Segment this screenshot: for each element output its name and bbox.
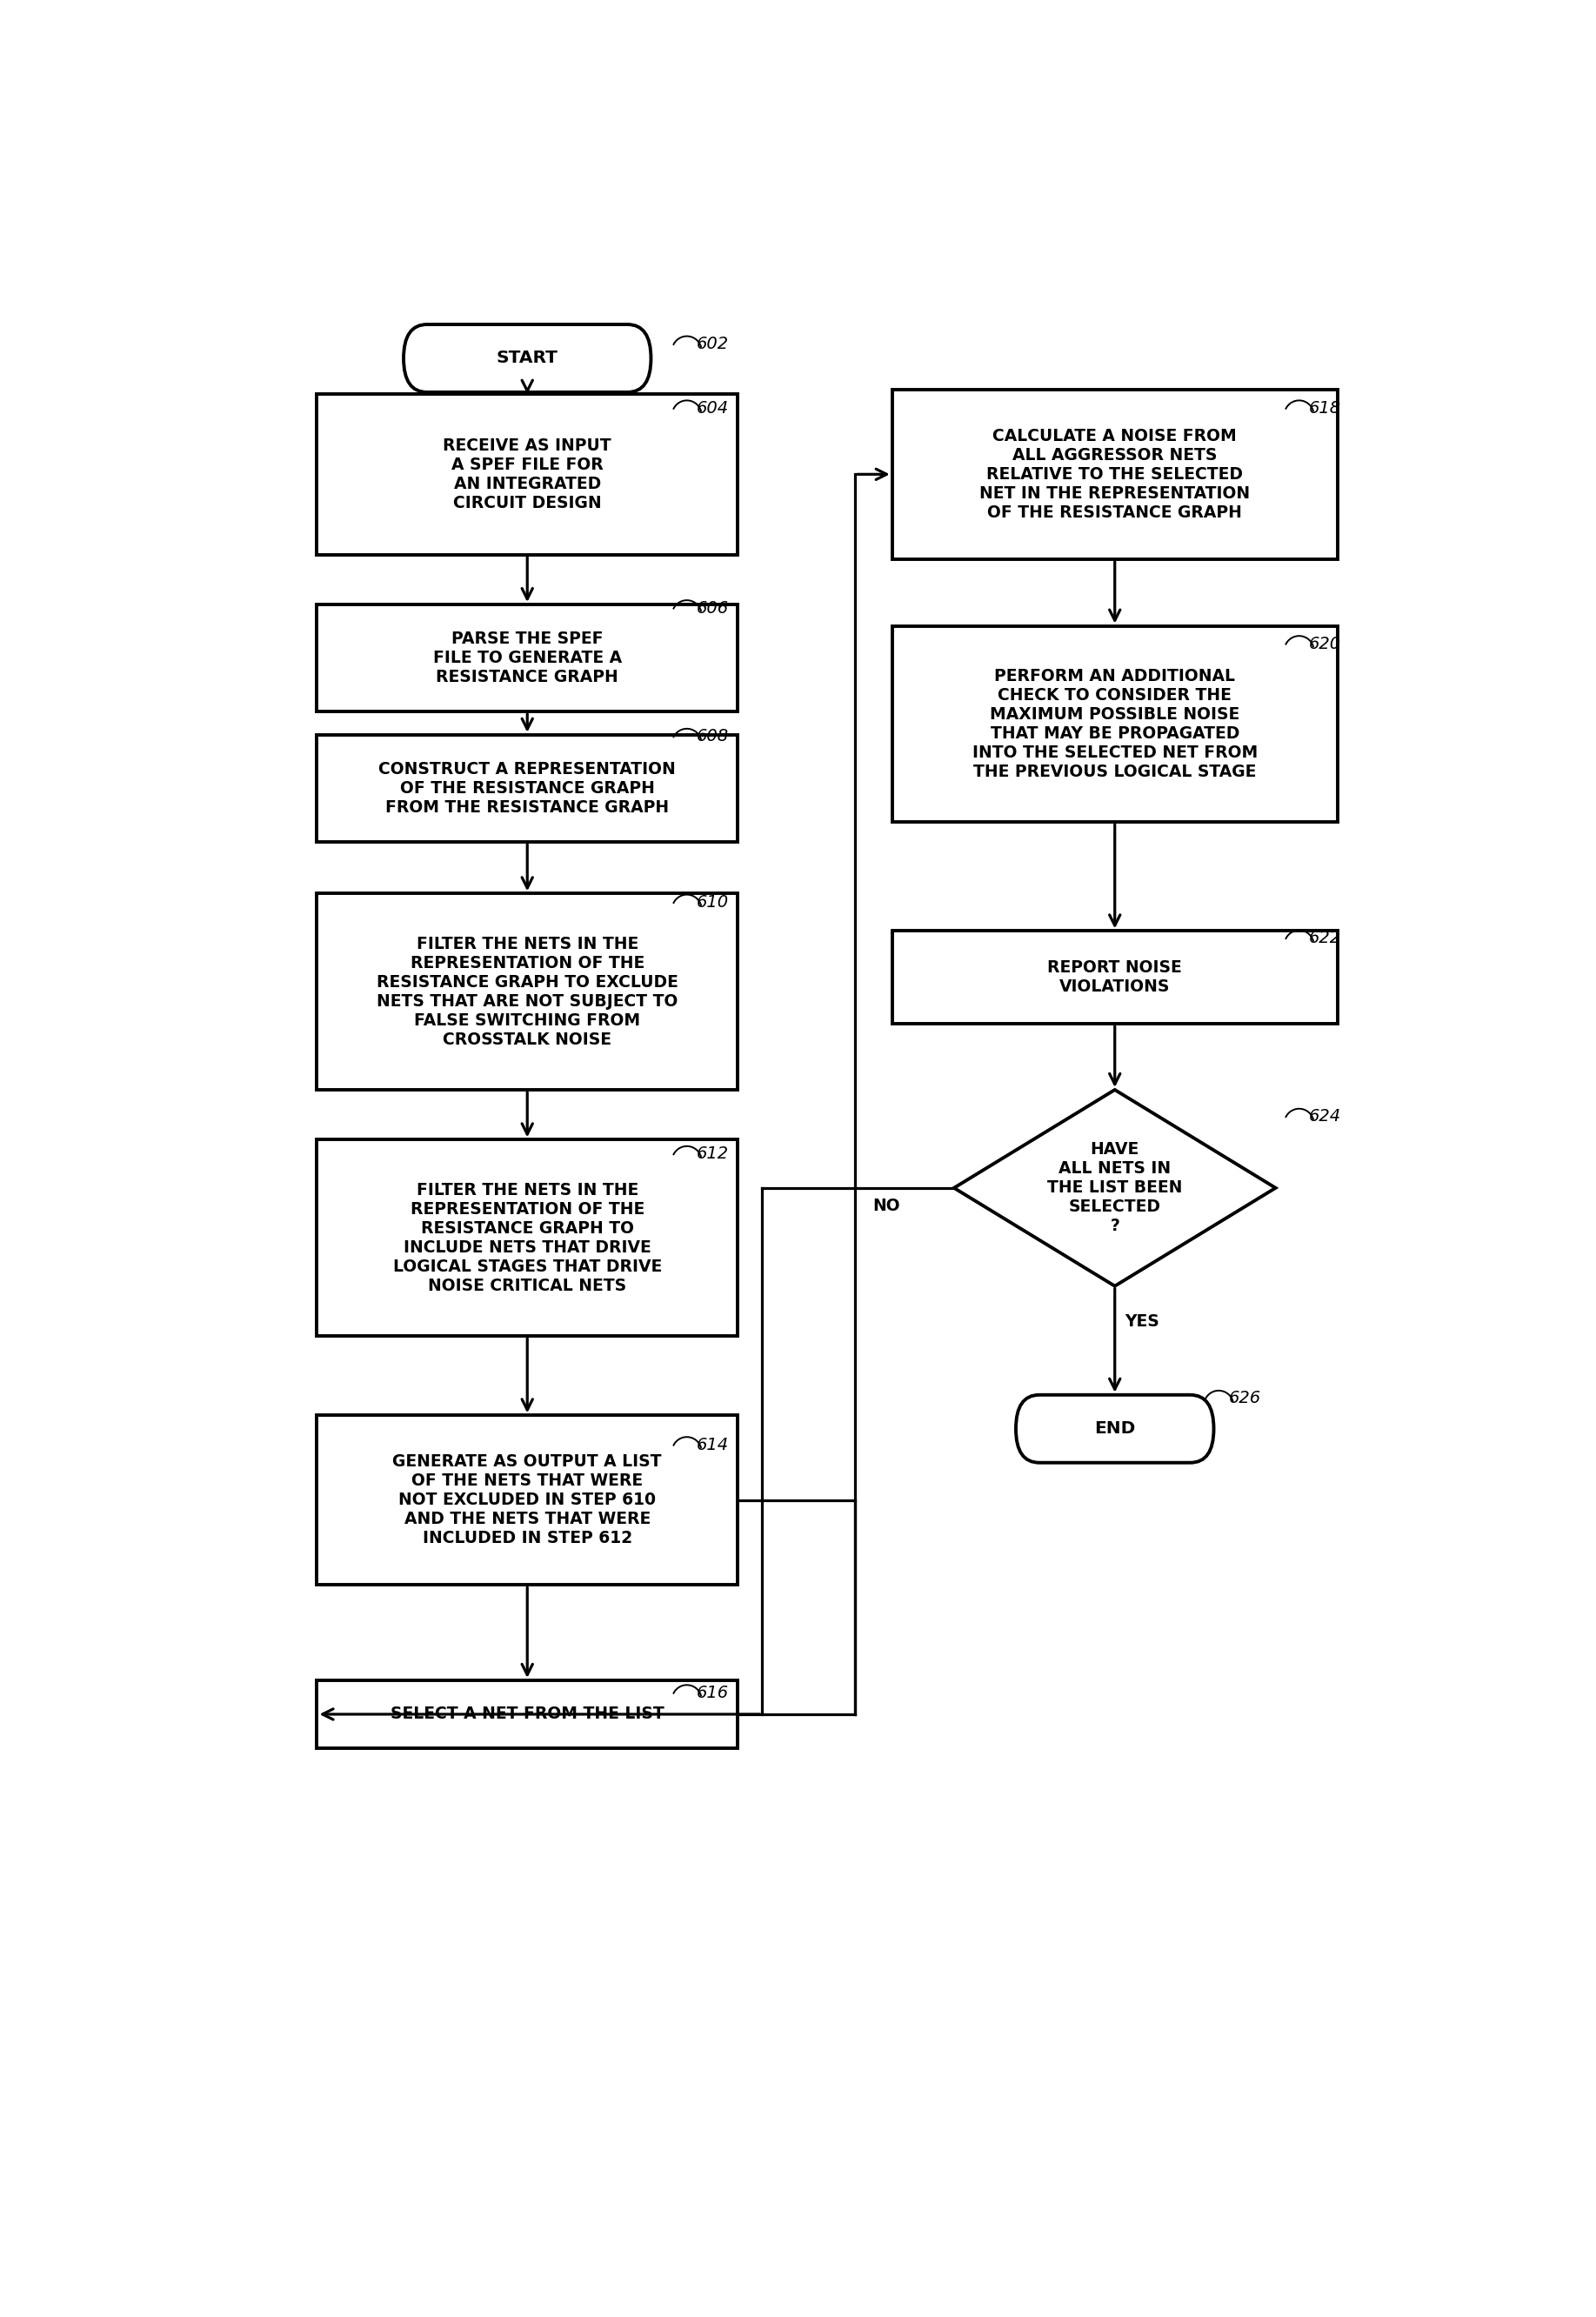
- Text: CALCULATE A NOISE FROM
ALL AGGRESSOR NETS
RELATIVE TO THE SELECTED
NET IN THE RE: CALCULATE A NOISE FROM ALL AGGRESSOR NET…: [980, 429, 1250, 521]
- Text: FILTER THE NETS IN THE
REPRESENTATION OF THE
RESISTANCE GRAPH TO EXCLUDE
NETS TH: FILTER THE NETS IN THE REPRESENTATION OF…: [377, 936, 678, 1047]
- Text: FILTER THE NETS IN THE
REPRESENTATION OF THE
RESISTANCE GRAPH TO
INCLUDE NETS TH: FILTER THE NETS IN THE REPRESENTATION OF…: [393, 1182, 662, 1293]
- Text: 604: 604: [697, 401, 729, 417]
- Text: REPORT NOISE
VIOLATIONS: REPORT NOISE VIOLATIONS: [1047, 959, 1183, 996]
- Text: 612: 612: [697, 1147, 729, 1163]
- Text: GENERATE AS OUTPUT A LIST
OF THE NETS THAT WERE
NOT EXCLUDED IN STEP 610
AND THE: GENERATE AS OUTPUT A LIST OF THE NETS TH…: [393, 1453, 662, 1548]
- Text: 618: 618: [1309, 401, 1341, 417]
- Bar: [318, 394, 737, 554]
- Text: NO: NO: [873, 1198, 900, 1214]
- Bar: [892, 931, 1337, 1024]
- Text: 614: 614: [697, 1437, 729, 1453]
- Text: START: START: [496, 350, 559, 366]
- FancyBboxPatch shape: [404, 324, 651, 392]
- Bar: [318, 894, 737, 1089]
- Bar: [318, 1140, 737, 1337]
- Text: 620: 620: [1309, 635, 1341, 651]
- Text: 616: 616: [697, 1684, 729, 1701]
- Bar: [318, 1680, 737, 1747]
- Text: HAVE
ALL NETS IN
THE LIST BEEN
SELECTED
?: HAVE ALL NETS IN THE LIST BEEN SELECTED …: [1047, 1142, 1183, 1235]
- Text: 602: 602: [697, 336, 729, 352]
- Text: YES: YES: [1125, 1314, 1159, 1330]
- Text: 606: 606: [697, 600, 729, 616]
- Polygon shape: [954, 1089, 1275, 1286]
- Bar: [892, 626, 1337, 823]
- Bar: [318, 605, 737, 711]
- Text: CONSTRUCT A REPRESENTATION
OF THE RESISTANCE GRAPH
FROM THE RESISTANCE GRAPH: CONSTRUCT A REPRESENTATION OF THE RESIST…: [378, 760, 675, 816]
- Text: SELECT A NET FROM THE LIST: SELECT A NET FROM THE LIST: [391, 1705, 664, 1722]
- Bar: [318, 734, 737, 841]
- Bar: [892, 389, 1337, 558]
- FancyBboxPatch shape: [1015, 1395, 1215, 1462]
- Bar: [318, 1416, 737, 1585]
- Text: 624: 624: [1309, 1108, 1341, 1124]
- Text: 622: 622: [1309, 929, 1341, 945]
- Text: 626: 626: [1229, 1390, 1261, 1406]
- Text: PERFORM AN ADDITIONAL
CHECK TO CONSIDER THE
MAXIMUM POSSIBLE NOISE
THAT MAY BE P: PERFORM AN ADDITIONAL CHECK TO CONSIDER …: [972, 667, 1258, 781]
- Text: PARSE THE SPEF
FILE TO GENERATE A
RESISTANCE GRAPH: PARSE THE SPEF FILE TO GENERATE A RESIST…: [433, 630, 622, 686]
- Text: RECEIVE AS INPUT
A SPEF FILE FOR
AN INTEGRATED
CIRCUIT DESIGN: RECEIVE AS INPUT A SPEF FILE FOR AN INTE…: [444, 438, 611, 512]
- Text: 610: 610: [697, 894, 729, 911]
- Text: 608: 608: [697, 728, 729, 744]
- Text: END: END: [1095, 1420, 1135, 1437]
